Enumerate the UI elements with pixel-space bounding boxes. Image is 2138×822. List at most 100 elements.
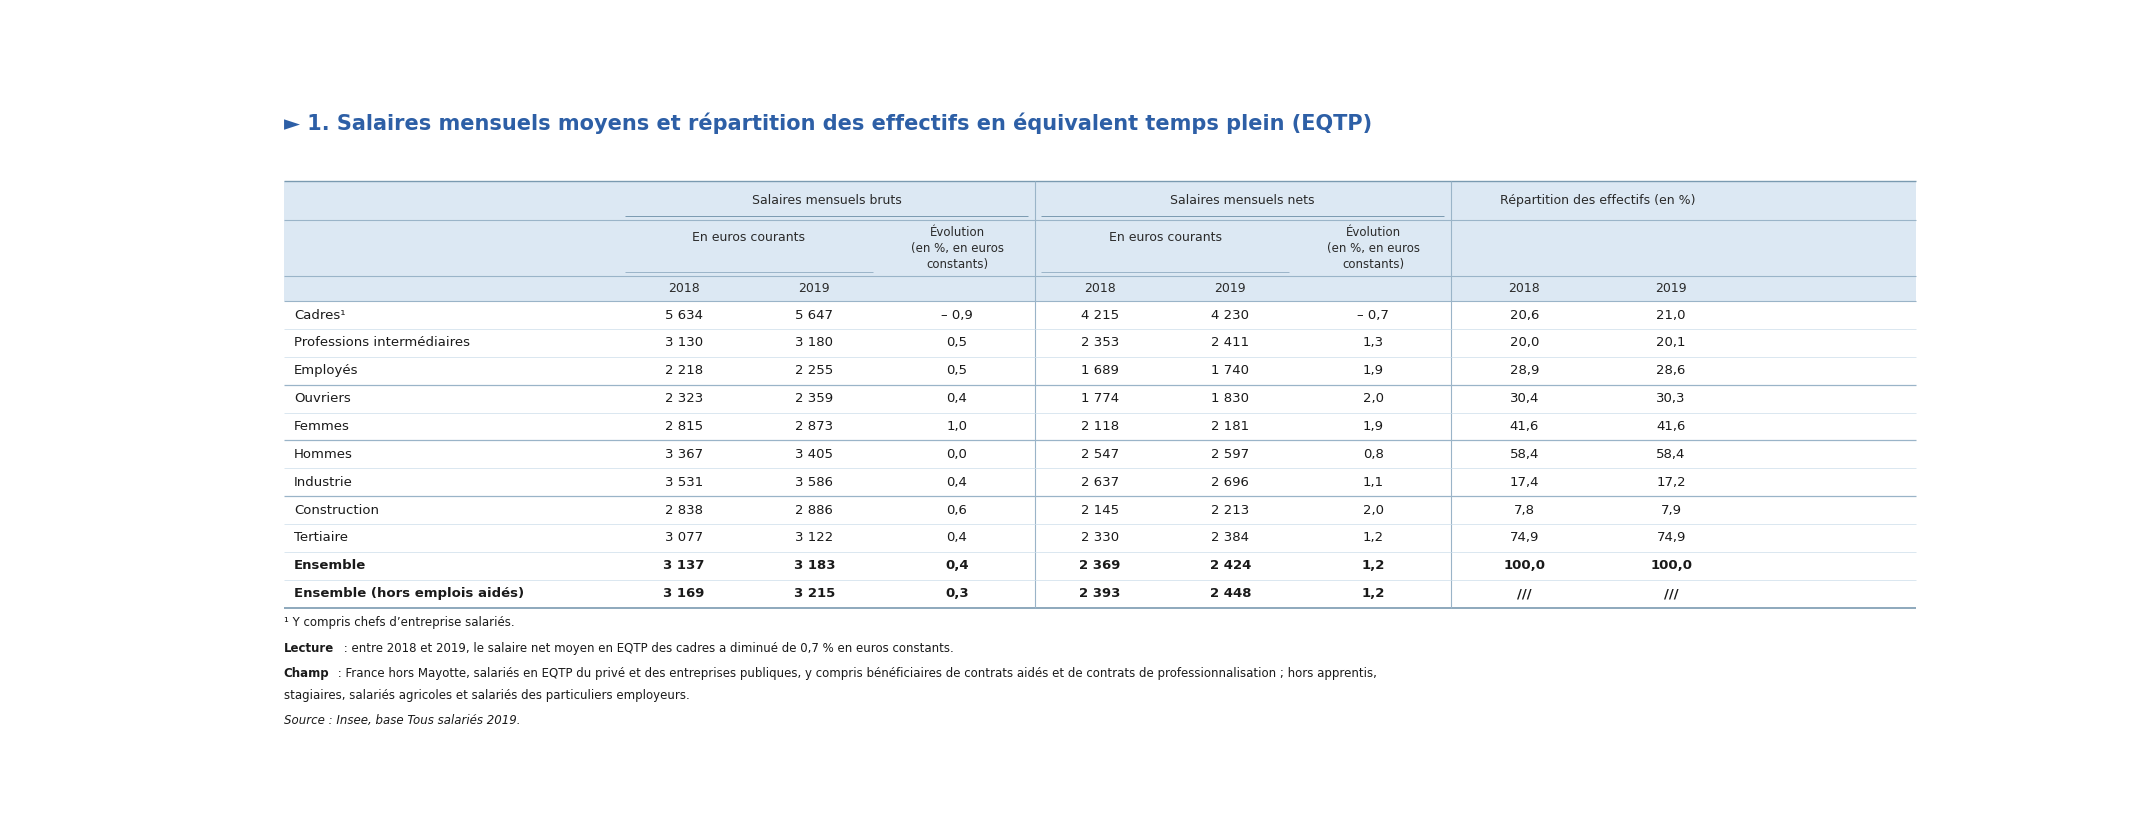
Text: Évolution
(en %, en euros
constants): Évolution (en %, en euros constants) xyxy=(1328,225,1420,270)
Text: 74,9: 74,9 xyxy=(1657,531,1685,544)
Text: 2,0: 2,0 xyxy=(1362,504,1383,516)
FancyBboxPatch shape xyxy=(284,441,1916,469)
FancyBboxPatch shape xyxy=(284,580,1916,607)
Text: 2018: 2018 xyxy=(1084,282,1116,295)
Text: Lecture: Lecture xyxy=(284,642,334,654)
Text: Professions intermédiaires: Professions intermédiaires xyxy=(293,336,470,349)
FancyBboxPatch shape xyxy=(284,524,1916,552)
Text: 3 180: 3 180 xyxy=(795,336,834,349)
Text: 3 137: 3 137 xyxy=(663,559,703,572)
Text: 3 405: 3 405 xyxy=(795,448,834,461)
Text: 1,9: 1,9 xyxy=(1362,364,1383,377)
FancyBboxPatch shape xyxy=(284,552,1916,580)
Text: 2 181: 2 181 xyxy=(1212,420,1249,433)
Text: 30,3: 30,3 xyxy=(1657,392,1687,405)
Text: – 0,9: – 0,9 xyxy=(941,308,973,321)
Text: 2 411: 2 411 xyxy=(1212,336,1249,349)
Text: Ouvriers: Ouvriers xyxy=(293,392,351,405)
Text: 5 634: 5 634 xyxy=(665,308,703,321)
Text: 2 886: 2 886 xyxy=(795,504,834,516)
Text: 2 815: 2 815 xyxy=(665,420,703,433)
Text: 17,2: 17,2 xyxy=(1657,476,1687,489)
Text: Champ: Champ xyxy=(284,667,329,680)
Text: 2019: 2019 xyxy=(797,282,830,295)
Text: 41,6: 41,6 xyxy=(1657,420,1685,433)
Text: 0,5: 0,5 xyxy=(947,336,969,349)
Text: 3 130: 3 130 xyxy=(665,336,703,349)
Text: 20,1: 20,1 xyxy=(1657,336,1687,349)
Text: Hommes: Hommes xyxy=(293,448,353,461)
Text: 2 353: 2 353 xyxy=(1080,336,1118,349)
Text: 3 183: 3 183 xyxy=(793,559,836,572)
Text: Cadres¹: Cadres¹ xyxy=(293,308,344,321)
Text: 58,4: 58,4 xyxy=(1509,448,1539,461)
FancyBboxPatch shape xyxy=(284,357,1916,385)
Text: 20,0: 20,0 xyxy=(1509,336,1539,349)
Text: 7,8: 7,8 xyxy=(1514,504,1535,516)
Text: ► 1. Salaires mensuels moyens et répartition des effectifs en équivalent temps p: ► 1. Salaires mensuels moyens et réparti… xyxy=(284,113,1373,134)
Text: 58,4: 58,4 xyxy=(1657,448,1685,461)
Text: 0,0: 0,0 xyxy=(947,448,969,461)
Text: 2019: 2019 xyxy=(1655,282,1687,295)
Text: 0,8: 0,8 xyxy=(1362,448,1383,461)
Text: 3 169: 3 169 xyxy=(663,587,703,600)
Text: 2 637: 2 637 xyxy=(1082,476,1118,489)
Text: 2,0: 2,0 xyxy=(1362,392,1383,405)
Text: 2 597: 2 597 xyxy=(1212,448,1249,461)
Text: 2 213: 2 213 xyxy=(1212,504,1249,516)
Text: 3 531: 3 531 xyxy=(665,476,703,489)
Text: 2 218: 2 218 xyxy=(665,364,703,377)
Text: 2 424: 2 424 xyxy=(1210,559,1251,572)
Text: Employés: Employés xyxy=(293,364,359,377)
Text: 1,9: 1,9 xyxy=(1362,420,1383,433)
Text: 3 586: 3 586 xyxy=(795,476,834,489)
Text: 2 255: 2 255 xyxy=(795,364,834,377)
Text: 3 215: 3 215 xyxy=(793,587,834,600)
FancyBboxPatch shape xyxy=(284,496,1916,524)
Text: 1,1: 1,1 xyxy=(1362,476,1383,489)
Text: : entre 2018 et 2019, le salaire net moyen en EQTP des cadres a diminué de 0,7 %: : entre 2018 et 2019, le salaire net moy… xyxy=(340,642,954,654)
Text: 4 215: 4 215 xyxy=(1082,308,1118,321)
Text: 74,9: 74,9 xyxy=(1509,531,1539,544)
Text: Ensemble (hors emplois aidés): Ensemble (hors emplois aidés) xyxy=(293,587,524,600)
Text: 100,0: 100,0 xyxy=(1503,559,1546,572)
Text: Salaires mensuels nets: Salaires mensuels nets xyxy=(1169,194,1315,207)
Text: 1 774: 1 774 xyxy=(1082,392,1118,405)
Text: 2 448: 2 448 xyxy=(1210,587,1251,600)
Text: 17,4: 17,4 xyxy=(1509,476,1539,489)
Text: 1 689: 1 689 xyxy=(1082,364,1118,377)
Text: 3 122: 3 122 xyxy=(795,531,834,544)
Text: 0,4: 0,4 xyxy=(947,392,969,405)
Text: 2 384: 2 384 xyxy=(1212,531,1249,544)
Text: En euros courants: En euros courants xyxy=(1110,232,1221,244)
Text: 2 359: 2 359 xyxy=(795,392,834,405)
Text: – 0,7: – 0,7 xyxy=(1358,308,1390,321)
Text: 3 367: 3 367 xyxy=(665,448,703,461)
Text: 7,9: 7,9 xyxy=(1661,504,1683,516)
Text: 0,5: 0,5 xyxy=(947,364,969,377)
Text: Industrie: Industrie xyxy=(293,476,353,489)
Text: 1,2: 1,2 xyxy=(1362,531,1383,544)
Text: 2 393: 2 393 xyxy=(1080,587,1120,600)
Text: 1,3: 1,3 xyxy=(1362,336,1383,349)
Text: 2018: 2018 xyxy=(667,282,699,295)
Text: 2 873: 2 873 xyxy=(795,420,834,433)
Text: Femmes: Femmes xyxy=(293,420,351,433)
Text: En euros courants: En euros courants xyxy=(693,232,806,244)
Text: 0,3: 0,3 xyxy=(945,587,969,600)
Text: 2 547: 2 547 xyxy=(1082,448,1118,461)
Text: 1 740: 1 740 xyxy=(1212,364,1249,377)
Text: 0,4: 0,4 xyxy=(947,476,969,489)
Text: 21,0: 21,0 xyxy=(1657,308,1687,321)
Text: 28,6: 28,6 xyxy=(1657,364,1685,377)
Text: 0,4: 0,4 xyxy=(947,531,969,544)
Text: 2 696: 2 696 xyxy=(1212,476,1249,489)
FancyBboxPatch shape xyxy=(284,329,1916,357)
Text: 5 647: 5 647 xyxy=(795,308,834,321)
Text: 2 838: 2 838 xyxy=(665,504,703,516)
Text: 3 077: 3 077 xyxy=(665,531,703,544)
Text: Construction: Construction xyxy=(293,504,378,516)
Text: 2019: 2019 xyxy=(1214,282,1246,295)
Text: 4 230: 4 230 xyxy=(1212,308,1249,321)
Text: Évolution
(en %, en euros
constants): Évolution (en %, en euros constants) xyxy=(911,225,1003,270)
